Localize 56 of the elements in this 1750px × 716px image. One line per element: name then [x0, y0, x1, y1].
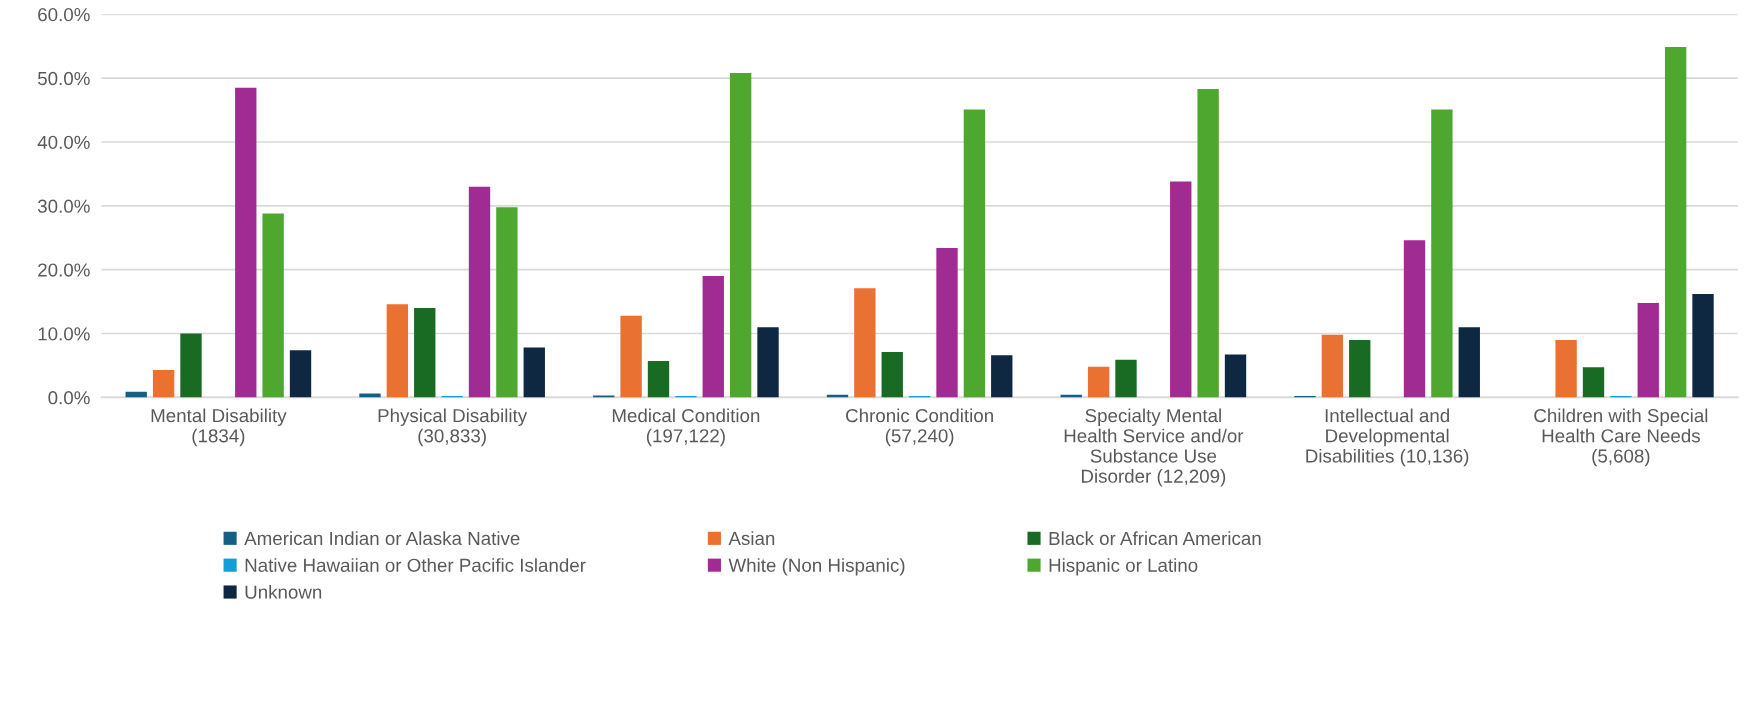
legend-label: White (Non Hispanic) [728, 558, 905, 576]
y-tick-label: 20.0% [38, 263, 90, 277]
bar [1170, 181, 1192, 398]
x-tick-label: Physical Disability (30,833) [378, 408, 528, 447]
bar [757, 327, 779, 398]
y-tick-label: 50.0% [37, 71, 90, 86]
bar [1349, 339, 1371, 398]
bar [1224, 354, 1247, 398]
bar [647, 360, 670, 398]
bar [991, 355, 1013, 398]
bar [1431, 109, 1453, 398]
bar [1582, 367, 1605, 398]
bar [523, 347, 545, 398]
y-tick-label: 0.0% [48, 391, 90, 405]
y-tick-label: 10.0% [38, 327, 90, 341]
y-tick-label: 60.0% [38, 8, 90, 22]
bar [468, 186, 491, 398]
x-tick-label: Specialty Mental Health Service and/or Substance Use Disorder (12,209) [1064, 408, 1244, 487]
x-tick-label: Children with Special Health Care Needs (5,608) [1534, 408, 1708, 467]
bar [854, 288, 876, 398]
legend-label: American Indian or Alaska Native [244, 531, 520, 546]
bar [1403, 240, 1426, 398]
bar [1321, 334, 1344, 398]
bar [414, 308, 436, 398]
bar [1115, 359, 1137, 398]
x-tick-label: Medical Condition (197,122) [612, 408, 760, 447]
bar [235, 87, 257, 398]
legend-label: Hispanic or Latino [1049, 558, 1198, 576]
bar [1458, 327, 1480, 398]
y-tick-label: 30.0% [37, 199, 90, 213]
bar [1637, 302, 1659, 398]
bar [1664, 46, 1687, 398]
bar [1555, 339, 1577, 398]
bar [963, 109, 986, 398]
bar [881, 352, 903, 398]
bar [180, 333, 202, 398]
y-tick-label: 40.0% [37, 135, 90, 149]
bar [1692, 293, 1714, 398]
bar [729, 73, 752, 398]
legend-label: Native Hawaiian or Other Pacific Islander [245, 558, 586, 572]
bar [289, 350, 312, 398]
bar [620, 315, 642, 398]
bar [386, 304, 409, 398]
x-tick-label: Intellectual and Developmental Disabilities (10,136) [1306, 408, 1469, 467]
legend-label: Black or African American [1049, 531, 1261, 546]
legend-label: Asian [728, 531, 775, 546]
x-tick-label: Chronic Condition (57,240) [846, 408, 993, 447]
bar [702, 276, 724, 398]
bar [1197, 89, 1219, 398]
bar [936, 247, 958, 398]
bar [152, 369, 175, 398]
bar [1087, 366, 1110, 398]
x-tick-label: Mental Disability (1834) [151, 408, 287, 447]
legend-label: Unknown [245, 585, 322, 599]
bar [262, 213, 284, 398]
bar [496, 207, 518, 398]
